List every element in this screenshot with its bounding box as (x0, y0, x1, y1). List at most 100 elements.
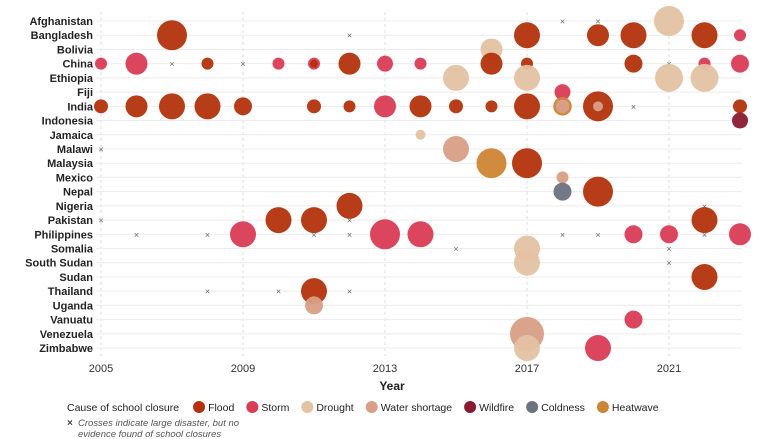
cross-marker: × (205, 287, 210, 297)
drought-bubble (514, 335, 540, 362)
country-row-india: × (94, 91, 747, 122)
flood-bubble (512, 148, 542, 179)
flood-legend-swatch (193, 401, 206, 413)
drought-bubble (514, 249, 540, 276)
country-row-fiji (554, 84, 571, 101)
drought-legend-swatch (301, 401, 314, 413)
legend-note-line2: evidence found of school closures (78, 429, 221, 439)
legend-note-line1: Crosses indicate large disaster, but no (78, 418, 239, 429)
heatwave-legend-swatch (596, 401, 609, 413)
water-shortage-bubble (556, 100, 569, 113)
flood-bubble (265, 207, 292, 234)
cross-marker: × (311, 230, 316, 240)
flood-bubble (514, 22, 540, 49)
flood-bubble (587, 24, 609, 47)
country-row-vanuatu (624, 310, 643, 329)
flood-bubble (409, 95, 432, 118)
storm-legend-swatch (246, 401, 259, 413)
storm-bubble (660, 225, 678, 244)
drought-bubble (415, 129, 426, 140)
country-label: Venezuela (40, 329, 94, 341)
cross-marker: × (276, 287, 281, 297)
flood-bubble (301, 207, 327, 234)
country-label: India (67, 101, 94, 113)
country-label: Afghanistan (29, 16, 93, 28)
flood-bubble (159, 93, 185, 120)
cross-marker: × (560, 17, 565, 27)
country-row-uganda (305, 296, 323, 315)
country-label: Indonesia (42, 116, 94, 128)
drought-bubble (443, 64, 469, 91)
legend-label: Coldness (541, 402, 585, 414)
water-shortage-bubble (305, 296, 323, 315)
storm-bubble (729, 223, 751, 246)
cross-marker: × (347, 287, 352, 297)
legend-title: Cause of school closure (67, 402, 179, 414)
cross-marker: × (347, 31, 352, 41)
country-label: Pakistan (48, 215, 94, 227)
country-row-south-sudan: × (514, 249, 672, 276)
flood-bubble (307, 99, 321, 114)
heatwave-bubble (476, 148, 507, 179)
water-shortage-bubble (556, 171, 569, 184)
country-row-indonesia (732, 112, 748, 129)
flood-bubble (691, 22, 718, 49)
country-label: Nepal (63, 187, 93, 199)
country-row-philippines: × × × × × × × (134, 219, 751, 250)
storm-bubble (377, 55, 393, 72)
country-label: Jamaica (50, 130, 94, 142)
storm-bubble (585, 335, 611, 362)
wildfire-legend-swatch (464, 401, 477, 413)
cross-marker: × (666, 258, 671, 268)
drought-bubble (514, 64, 540, 91)
country-label: Ethiopia (50, 73, 94, 85)
cross-marker: × (702, 230, 707, 240)
flood-bubble (620, 22, 647, 49)
cross-legend-icon: × (67, 418, 73, 429)
storm-bubble (554, 84, 571, 101)
flood-bubble (449, 99, 463, 114)
cross-marker: × (98, 144, 103, 154)
flood-bubble (485, 100, 498, 113)
x-tick-label: 2017 (515, 363, 539, 375)
cross-marker: × (205, 230, 210, 240)
water-shortage-bubble (593, 101, 603, 112)
cross-marker: × (595, 230, 600, 240)
country-label: Mexico (56, 172, 94, 184)
cross-marker: × (98, 216, 103, 226)
country-label: Sudan (59, 272, 93, 284)
flood-bubble (336, 192, 363, 219)
country-row-jamaica (415, 129, 426, 140)
legend-label: Storm (261, 402, 289, 414)
cross-marker: × (240, 59, 245, 69)
drought-bubble (655, 63, 683, 92)
storm-bubble (370, 219, 400, 250)
flood-bubble (157, 20, 187, 51)
drought-bubble (654, 6, 684, 36)
cross-marker: × (702, 201, 707, 211)
storm-bubble (731, 54, 749, 73)
country-label: Malawi (57, 144, 93, 156)
x-axis-ticks: 2005 2009 2013 2017 2021 (89, 363, 681, 375)
storm-bubble (125, 52, 148, 75)
x-tick-label: 2021 (657, 363, 681, 375)
cross-marker: × (347, 230, 352, 240)
country-row-malawi: × (98, 135, 469, 162)
flood-bubble (234, 97, 252, 116)
x-tick-label: 2005 (89, 363, 113, 375)
flood-bubble (343, 100, 356, 113)
storm-bubble (272, 57, 285, 70)
legend-label: Flood (208, 402, 234, 414)
legend: Cause of school closure Flood Storm Drough… (67, 401, 659, 439)
storm-bubble (407, 221, 434, 248)
flood-bubble (514, 93, 540, 120)
cross-marker: × (169, 59, 174, 69)
country-row-nepal (553, 176, 613, 207)
drought-bubble (690, 63, 719, 92)
water-shortage-bubble (443, 135, 469, 162)
cross-marker: × (134, 230, 139, 240)
flood-bubble (94, 99, 108, 114)
storm-bubble (624, 225, 643, 244)
wildfire-bubble (732, 112, 748, 129)
